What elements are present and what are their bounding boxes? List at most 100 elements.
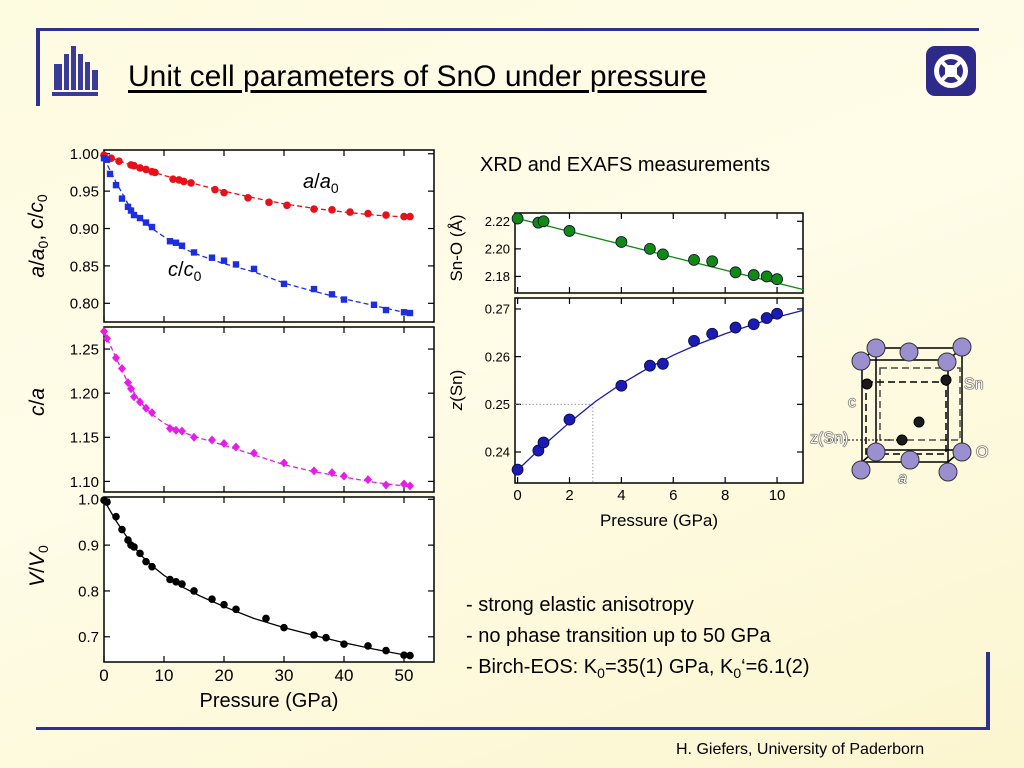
- y-axis-label-part: 0: [35, 240, 51, 248]
- y-tick-label: 2.20: [485, 242, 510, 257]
- x-tick-label: 10: [155, 666, 174, 685]
- data-point: [400, 212, 408, 221]
- series-label-part: a: [303, 171, 314, 193]
- y-axis-label-part: c: [25, 202, 48, 213]
- data-point: [208, 254, 216, 261]
- data-point: [136, 214, 144, 222]
- data-point: [142, 557, 150, 566]
- data-point: [644, 242, 656, 255]
- data-point: [220, 188, 228, 197]
- chart-sno: 2.18 2.20 2.22 Sn-O (Å): [447, 212, 804, 294]
- data-point: [656, 248, 669, 261]
- y-axis-label-part: 0: [34, 194, 50, 202]
- university-logo-icon: [50, 42, 102, 98]
- frame-left-bar: [36, 28, 40, 106]
- data-point: [208, 595, 216, 604]
- data-point: [172, 239, 180, 246]
- data-point: [280, 280, 288, 288]
- data-point: [400, 309, 408, 316]
- x-axis-label: Pressure (GPa): [600, 511, 718, 530]
- data-point: [747, 269, 760, 281]
- y-tick-label: 0.8: [78, 583, 99, 600]
- y-axis-label: z(Sn): [447, 370, 466, 412]
- data-point: [112, 512, 120, 521]
- crystal-structure: c Sn z(Sn) O a: [806, 330, 998, 496]
- y-tick-label: 1.25: [70, 341, 99, 358]
- y-axis-label-part: /: [26, 260, 49, 266]
- data-point: [166, 423, 174, 433]
- subtitle: XRD and EXAFS measurements: [480, 154, 771, 176]
- data-point: [370, 301, 378, 308]
- data-point: [310, 631, 318, 639]
- frame-bottom-line: [36, 727, 989, 730]
- data-point: [136, 164, 144, 172]
- y-tick-label: 0.7: [78, 629, 99, 646]
- chart-lattice: 0.800.850.900.951.00a/a0c/c0a/a0, c/c0: [25, 146, 435, 323]
- x-tick-label: 50: [395, 666, 414, 685]
- structure-label-o: O: [976, 444, 989, 461]
- data-point: [364, 642, 372, 650]
- data-point: [178, 242, 186, 249]
- data-point: [283, 201, 291, 210]
- data-point: [151, 168, 159, 177]
- bullet-text: ‘=6.1(2): [741, 656, 810, 678]
- data-point: [208, 435, 216, 445]
- data-point: [340, 471, 348, 481]
- data-point: [136, 397, 144, 407]
- y-axis-label-part: 0: [35, 545, 51, 553]
- data-point: [112, 353, 120, 363]
- data-point: [220, 438, 228, 448]
- bullet-subscript: 0: [733, 665, 742, 681]
- x-tick-label: 10: [769, 487, 786, 504]
- data-point: [322, 633, 330, 642]
- data-point: [142, 403, 150, 413]
- y-tick-label: 0.27: [485, 302, 510, 317]
- y-tick-label: 2.22: [485, 214, 510, 229]
- y-axis-label-part: /: [26, 567, 49, 573]
- data-point: [688, 335, 700, 347]
- data-point: [124, 378, 132, 388]
- data-point: [563, 413, 576, 426]
- data-point: [729, 321, 742, 334]
- data-point: [537, 215, 550, 228]
- data-point: [172, 577, 180, 586]
- series-label-part: 0: [331, 180, 339, 196]
- institute-logo-icon: [924, 44, 978, 98]
- data-point: [250, 448, 258, 458]
- data-point: [166, 238, 174, 245]
- y-tick-label: 0.24: [485, 445, 510, 460]
- bullet-item: - no phase transition up to 50 GPa: [466, 621, 810, 652]
- y-axis-label: a/a0, c/c0: [25, 194, 51, 278]
- series-label-part: /: [178, 259, 184, 281]
- data-point: [103, 156, 111, 163]
- data-point: [328, 468, 336, 478]
- y-tick-label: 1.10: [70, 474, 99, 491]
- bullet-subscript: 0: [597, 665, 605, 681]
- data-point: [211, 185, 219, 194]
- y-tick-label: 2.18: [485, 269, 510, 284]
- data-point: [280, 623, 288, 632]
- data-point: [262, 614, 270, 623]
- data-point: [688, 253, 700, 266]
- data-point: [400, 479, 408, 489]
- y-axis-label-part: (Sn): [447, 370, 466, 402]
- data-point: [382, 306, 390, 314]
- data-point: [127, 384, 135, 394]
- data-point: [280, 458, 288, 468]
- y-axis-label-part: c: [26, 405, 49, 416]
- y-tick-label: 1.15: [70, 430, 99, 447]
- data-point: [190, 249, 198, 256]
- y-axis-label: c/a: [26, 388, 49, 416]
- y-tick-label: 0.80: [70, 296, 99, 313]
- data-point: [406, 481, 414, 491]
- series-label-part: c: [184, 259, 194, 281]
- data-point: [771, 273, 783, 286]
- data-point: [136, 549, 144, 558]
- x-tick-label: 4: [617, 487, 625, 504]
- data-point: [232, 442, 240, 452]
- structure-label-c: c: [848, 394, 856, 411]
- y-tick-label: 0.25: [485, 397, 510, 412]
- bullet-text: - Birch-EOS: K: [466, 656, 598, 678]
